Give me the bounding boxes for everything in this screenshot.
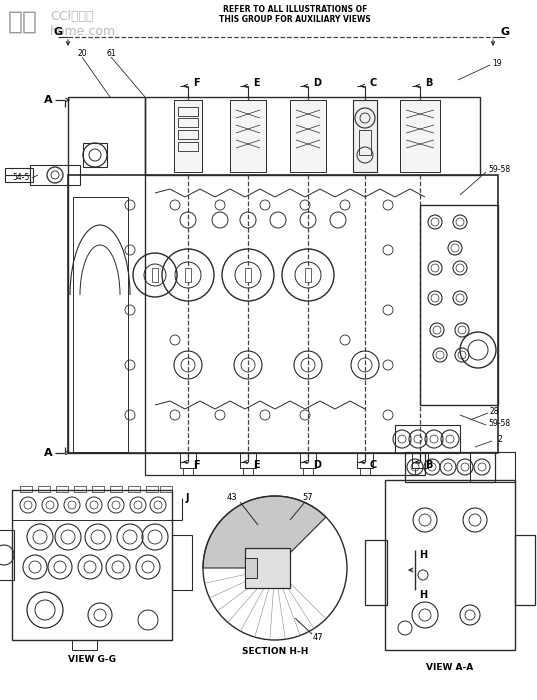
- Bar: [385, 480, 515, 650]
- Bar: [515, 535, 535, 605]
- Bar: [303, 468, 313, 475]
- Bar: [5, 168, 33, 182]
- Text: 59-58: 59-58: [488, 165, 510, 174]
- Text: F: F: [193, 78, 200, 88]
- Text: 2: 2: [497, 435, 502, 444]
- Text: G: G: [54, 27, 63, 37]
- Bar: [12, 490, 172, 640]
- Text: 28: 28: [490, 407, 499, 416]
- Bar: [405, 452, 495, 482]
- Bar: [185, 268, 191, 282]
- Bar: [395, 425, 460, 453]
- Bar: [145, 97, 480, 175]
- Bar: [0, 530, 14, 580]
- Bar: [30, 165, 80, 185]
- Bar: [146, 486, 158, 492]
- Bar: [400, 100, 440, 172]
- Bar: [110, 486, 122, 492]
- Bar: [357, 453, 373, 468]
- Text: home.com: home.com: [50, 25, 116, 38]
- Bar: [172, 535, 192, 590]
- Bar: [73, 197, 128, 452]
- Bar: [74, 486, 86, 492]
- Text: VIEW A-A: VIEW A-A: [426, 664, 474, 673]
- Bar: [178, 107, 198, 116]
- Bar: [145, 453, 425, 475]
- Bar: [83, 143, 107, 167]
- Bar: [470, 452, 515, 482]
- Bar: [160, 486, 172, 492]
- Text: 19: 19: [492, 59, 502, 67]
- Bar: [174, 100, 202, 172]
- Bar: [72, 640, 97, 650]
- Wedge shape: [203, 496, 326, 568]
- Text: VIEW G-G: VIEW G-G: [68, 655, 116, 664]
- Bar: [415, 468, 425, 475]
- Bar: [245, 548, 290, 588]
- Text: J: J: [186, 493, 190, 503]
- Bar: [240, 453, 256, 468]
- Text: A: A: [43, 95, 52, 105]
- Bar: [305, 268, 311, 282]
- Text: B: B: [425, 78, 432, 88]
- Text: D: D: [313, 78, 321, 88]
- Text: 59-58: 59-58: [488, 419, 510, 428]
- Text: SECTION H-H: SECTION H-H: [242, 648, 308, 657]
- Text: 43: 43: [227, 494, 237, 503]
- Bar: [178, 130, 198, 139]
- Bar: [353, 100, 377, 172]
- Text: C: C: [370, 78, 378, 88]
- Text: E: E: [253, 460, 259, 470]
- Text: B: B: [425, 460, 432, 470]
- Bar: [128, 486, 140, 492]
- Text: G: G: [500, 27, 510, 37]
- Bar: [360, 468, 370, 475]
- Bar: [245, 268, 251, 282]
- Bar: [365, 540, 387, 605]
- Text: 57: 57: [303, 494, 313, 503]
- Bar: [68, 175, 498, 453]
- Bar: [178, 118, 198, 127]
- Text: D: D: [313, 460, 321, 470]
- Bar: [180, 453, 196, 468]
- Bar: [92, 486, 104, 492]
- Bar: [68, 97, 145, 453]
- Bar: [20, 486, 32, 492]
- Bar: [183, 468, 193, 475]
- Text: A: A: [43, 448, 52, 458]
- Text: 铁甲: 铁甲: [8, 10, 38, 34]
- Text: H: H: [419, 590, 427, 600]
- Text: E: E: [253, 78, 259, 88]
- Bar: [38, 486, 50, 492]
- Bar: [412, 453, 428, 468]
- Bar: [152, 268, 158, 282]
- Bar: [56, 486, 68, 492]
- Bar: [178, 142, 198, 151]
- Bar: [359, 130, 371, 155]
- Text: 61: 61: [106, 48, 116, 57]
- Text: C: C: [370, 460, 378, 470]
- Bar: [245, 558, 257, 578]
- Text: H: H: [419, 550, 427, 560]
- Bar: [243, 468, 253, 475]
- Text: 54-5: 54-5: [13, 174, 30, 183]
- Text: F: F: [193, 460, 200, 470]
- Bar: [300, 453, 316, 468]
- Bar: [420, 205, 498, 405]
- Bar: [230, 100, 266, 172]
- Text: THIS GROUP FOR AUXILIARY VIEWS: THIS GROUP FOR AUXILIARY VIEWS: [219, 15, 371, 24]
- Text: CCl工程机: CCl工程机: [50, 10, 93, 23]
- Text: 47: 47: [313, 634, 323, 643]
- Text: 20: 20: [77, 48, 87, 57]
- Bar: [290, 100, 326, 172]
- Text: REFER TO ALL ILLUSTRATIONS OF: REFER TO ALL ILLUSTRATIONS OF: [223, 6, 367, 15]
